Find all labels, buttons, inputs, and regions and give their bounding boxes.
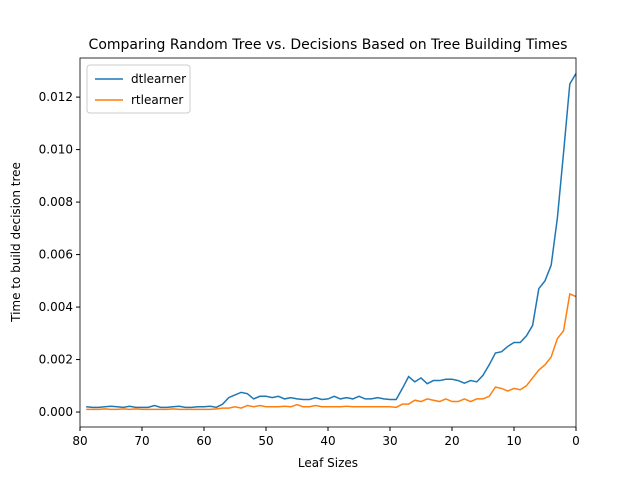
x-tick-label: 60	[196, 434, 211, 448]
legend-label: rtlearner	[131, 93, 183, 107]
y-tick-label: 0.004	[39, 300, 73, 314]
legend-box	[86, 64, 191, 114]
x-tick-label: 80	[72, 434, 87, 448]
y-tick-label: 0.008	[39, 195, 73, 209]
line-series	[86, 292, 577, 411]
x-tick-label: 10	[506, 434, 521, 448]
chart-title: Comparing Random Tree vs. Decisions Base…	[89, 37, 568, 53]
y-tick-label: 0.006	[39, 248, 73, 262]
plot-frame	[79, 57, 577, 428]
line-series	[86, 73, 577, 409]
x-tick-label: 40	[320, 434, 335, 448]
y-axis-label: Time to build decision tree	[9, 162, 23, 323]
y-tick-label: 0.000	[39, 405, 73, 419]
y-tick-label: 0.012	[39, 90, 73, 104]
y-tick-label: 0.010	[39, 143, 73, 157]
legend-label: dtlearner	[131, 72, 186, 86]
x-tick-label: 50	[258, 434, 273, 448]
x-tick-label: 70	[134, 434, 149, 448]
x-tick-label: 0	[572, 434, 580, 448]
x-tick-label: 30	[382, 434, 397, 448]
x-tick-label: 20	[444, 434, 459, 448]
y-tick-label: 0.002	[39, 353, 73, 367]
x-axis-label: Leaf Sizes	[298, 456, 358, 470]
